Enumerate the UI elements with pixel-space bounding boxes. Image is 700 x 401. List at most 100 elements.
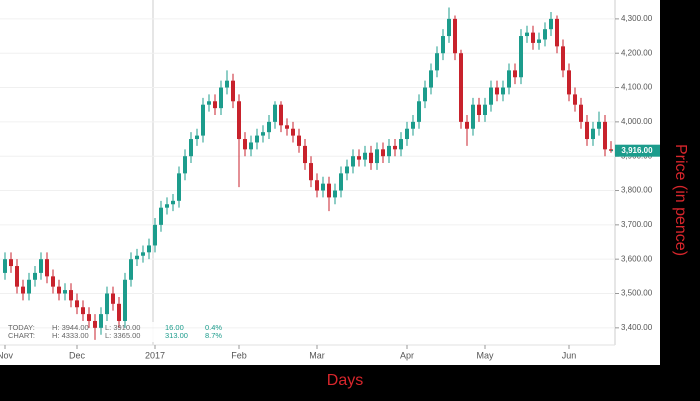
candle-body bbox=[231, 80, 235, 102]
y-tick-label: 3,700.00 bbox=[621, 220, 653, 229]
candle-body bbox=[225, 80, 229, 88]
summary-box bbox=[4, 322, 232, 342]
candle-body bbox=[339, 173, 343, 191]
candle-body bbox=[501, 87, 505, 95]
candle-body bbox=[207, 101, 211, 105]
candle-body bbox=[387, 145, 391, 157]
candle-body bbox=[477, 104, 481, 115]
candle-body bbox=[393, 145, 397, 150]
x-tick-label: May bbox=[476, 350, 494, 360]
y-tick-label: 4,300.00 bbox=[621, 14, 653, 23]
candle-body bbox=[399, 139, 403, 150]
candle-body bbox=[261, 132, 265, 136]
candle-body bbox=[591, 128, 595, 140]
y-tick-label: 3,800.00 bbox=[621, 186, 653, 195]
candle-body bbox=[249, 142, 253, 150]
candle-body bbox=[603, 121, 607, 150]
candle-body bbox=[63, 290, 67, 294]
candle-body bbox=[333, 190, 337, 198]
candle-body bbox=[507, 70, 511, 88]
candle-body bbox=[345, 166, 349, 174]
y-tick-label: 4,100.00 bbox=[621, 83, 653, 92]
candle-body bbox=[213, 101, 217, 109]
candle-body bbox=[579, 104, 583, 122]
candle-body bbox=[93, 320, 97, 328]
candle-body bbox=[219, 87, 223, 109]
candle-body bbox=[75, 300, 79, 308]
x-tick-label: 2017 bbox=[145, 350, 165, 360]
candle-body bbox=[447, 18, 451, 37]
candle-body bbox=[411, 121, 415, 129]
candle-body bbox=[189, 139, 193, 157]
candle-body bbox=[327, 183, 331, 198]
candle-body bbox=[105, 293, 109, 315]
candle-body bbox=[537, 39, 541, 43]
summary-text: L: 3365.00 bbox=[105, 331, 140, 340]
chart-area bbox=[0, 0, 660, 365]
candle-body bbox=[177, 173, 181, 201]
y-tick-label: 3,400.00 bbox=[621, 323, 653, 332]
candle-body bbox=[297, 135, 301, 146]
candle-body bbox=[495, 87, 499, 95]
candle-body bbox=[369, 152, 373, 164]
candle-body bbox=[171, 200, 175, 205]
candle-body bbox=[585, 121, 589, 140]
summary-text: 8.7% bbox=[205, 331, 222, 340]
y-tick-label: 4,200.00 bbox=[621, 48, 653, 57]
x-tick-label: Dec bbox=[69, 350, 86, 360]
x-tick-label: Feb bbox=[231, 350, 247, 360]
candle-body bbox=[183, 156, 187, 174]
candle-body bbox=[525, 32, 529, 37]
candle-body bbox=[147, 245, 151, 253]
candle-body bbox=[363, 152, 367, 160]
y-tick-label: 3,600.00 bbox=[621, 254, 653, 263]
candle-body bbox=[519, 36, 523, 78]
candle-body bbox=[513, 70, 517, 78]
x-tick-label: Mar bbox=[309, 350, 325, 360]
candle-body bbox=[549, 18, 553, 30]
candle-body bbox=[483, 104, 487, 115]
last-price-label: 3,916.00 bbox=[621, 146, 653, 155]
summary-text: 313.00 bbox=[165, 331, 188, 340]
candle-body bbox=[135, 255, 139, 260]
candle-body bbox=[159, 207, 163, 225]
candle-body bbox=[57, 286, 61, 294]
candle-body bbox=[459, 53, 463, 122]
candle-body bbox=[405, 128, 409, 140]
candle-body bbox=[3, 259, 7, 273]
candle-body bbox=[201, 104, 205, 136]
candle-body bbox=[165, 204, 169, 208]
candle-body bbox=[285, 125, 289, 129]
y-axis-title: Price (in pence) bbox=[672, 144, 689, 256]
candle-body bbox=[99, 314, 103, 328]
candle-body bbox=[303, 145, 307, 164]
candle-body bbox=[69, 290, 73, 301]
candle-body bbox=[273, 104, 277, 122]
candle-body bbox=[195, 135, 199, 140]
candle-body bbox=[267, 121, 271, 133]
candle-body bbox=[561, 46, 565, 71]
candle-body bbox=[27, 279, 31, 294]
candle-body bbox=[45, 259, 49, 277]
candle-body bbox=[153, 224, 157, 246]
candle-body bbox=[423, 87, 427, 102]
x-axis-title: Days bbox=[327, 372, 363, 389]
candle-body bbox=[441, 36, 445, 54]
candle-body bbox=[375, 149, 379, 164]
candle-body bbox=[465, 121, 469, 129]
summary-text: TODAY: bbox=[8, 323, 35, 332]
x-tick-label: Apr bbox=[400, 350, 414, 360]
candle-body bbox=[51, 276, 55, 287]
candle-body bbox=[573, 94, 577, 105]
candle-body bbox=[243, 139, 247, 150]
candle-body bbox=[315, 180, 319, 191]
candle-body bbox=[381, 149, 385, 157]
summary-text: H: 3944.00 bbox=[52, 323, 89, 332]
y-tick-label: 3,500.00 bbox=[621, 289, 653, 298]
summary-text: 0.4% bbox=[205, 323, 222, 332]
candle-body bbox=[141, 252, 145, 256]
summary-text: CHART: bbox=[8, 331, 35, 340]
candle-body bbox=[255, 135, 259, 143]
